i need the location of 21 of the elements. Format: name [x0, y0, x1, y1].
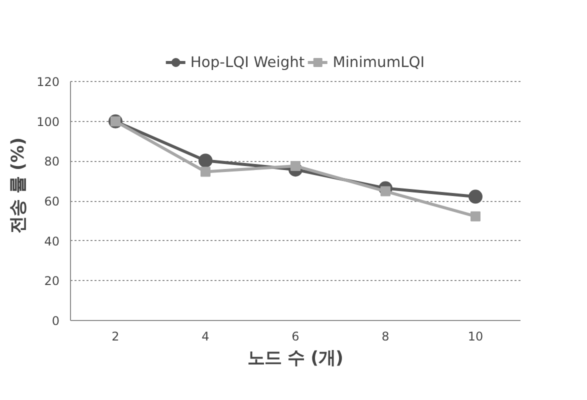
point	[380, 186, 390, 196]
x-tick-label: 2	[112, 330, 120, 344]
y-tick-label: 120	[36, 75, 60, 90]
y-tick-label: 40	[44, 234, 60, 248]
y-axis-title: 전송 률 (%)	[8, 137, 29, 234]
point	[470, 211, 480, 222]
y-tick-label: 60	[44, 194, 60, 209]
y-tick-label: 80	[44, 154, 60, 169]
y-tick-label: 20	[44, 274, 60, 288]
y-tick-label: 0	[52, 314, 60, 328]
point	[468, 190, 482, 204]
y-tick-label: 100	[36, 114, 60, 129]
x-tick-label: 6	[292, 330, 300, 344]
x-tick-label: 4	[202, 330, 210, 344]
point	[200, 166, 210, 177]
x-tick-label: 10	[468, 330, 484, 344]
point	[198, 154, 212, 168]
legend-label: Hop-LQI Weight	[190, 54, 305, 70]
x-axis-title: 노드 수 (개)	[248, 348, 344, 368]
x-tick-label: 8	[382, 330, 390, 344]
legend-label: MinimumLQI	[332, 54, 425, 70]
